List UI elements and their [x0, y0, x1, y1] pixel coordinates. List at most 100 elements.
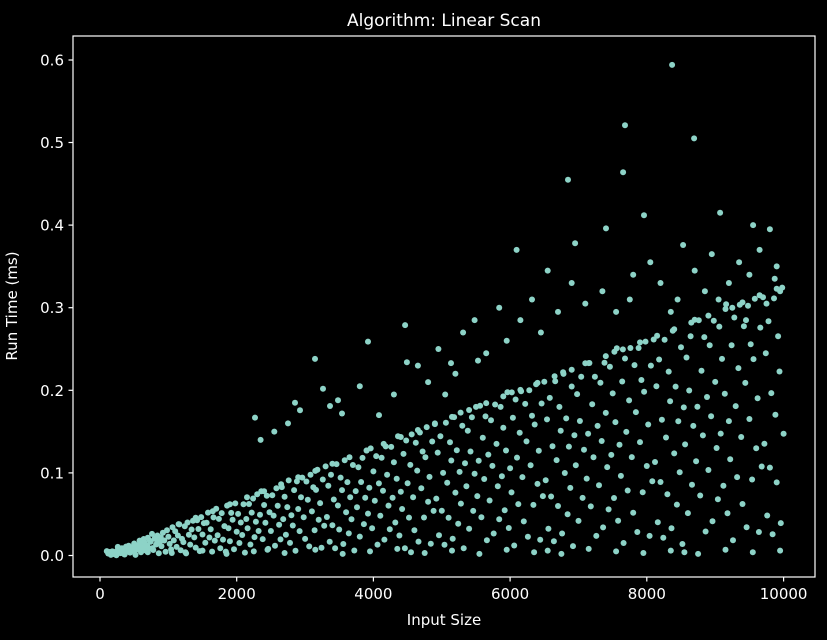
- scatter-point: [261, 502, 268, 508]
- scatter-point: [317, 500, 324, 507]
- scatter-point: [244, 525, 251, 532]
- scatter-point: [513, 246, 520, 253]
- scatter-point: [448, 360, 454, 367]
- x-tick-label: 0: [95, 585, 105, 603]
- scatter-point: [199, 531, 206, 538]
- scatter-point: [623, 428, 630, 435]
- scatter-point: [430, 507, 437, 514]
- scatter-point: [742, 379, 749, 386]
- scatter-point: [600, 524, 607, 531]
- scatter-point: [418, 485, 425, 492]
- scatter-point: [187, 541, 194, 548]
- scatter-point: [138, 544, 145, 551]
- scatter-point: [553, 457, 560, 464]
- scatter-point: [766, 464, 773, 471]
- scatter-point: [390, 391, 397, 398]
- scatter-point: [231, 546, 237, 553]
- scatter-point: [284, 504, 291, 511]
- scatter-point: [734, 474, 741, 481]
- scatter-point: [318, 544, 325, 551]
- scatter-point: [508, 489, 515, 496]
- scatter-point: [307, 471, 314, 478]
- scatter-point: [246, 501, 252, 507]
- scatter-point: [165, 533, 172, 540]
- scatter-point: [749, 549, 756, 556]
- y-tick-label: 0.2: [40, 382, 64, 400]
- scatter-point: [657, 280, 664, 286]
- scatter-point: [264, 546, 271, 553]
- scatter-point: [764, 512, 771, 519]
- scatter-point: [381, 536, 388, 543]
- scatter-point: [777, 288, 784, 295]
- scatter-point: [232, 500, 239, 507]
- scatter-point: [266, 509, 273, 516]
- scatter-point: [529, 412, 535, 419]
- scatter-point: [390, 459, 397, 466]
- scatter-point: [710, 317, 717, 324]
- scatter-point: [754, 395, 761, 402]
- scatter-point: [660, 534, 667, 541]
- scatter-point: [426, 473, 433, 480]
- scatter-point: [180, 539, 187, 546]
- scatter-point: [631, 362, 638, 369]
- scatter-point: [757, 324, 764, 331]
- scatter-point: [615, 517, 622, 524]
- y-tick-label: 0.5: [40, 134, 64, 152]
- scatter-point: [771, 275, 778, 282]
- scatter-point: [756, 246, 763, 253]
- scatter-point: [597, 379, 604, 386]
- scatter-point: [220, 536, 226, 543]
- scatter-point: [414, 467, 421, 474]
- scatter-point: [773, 263, 780, 270]
- scatter-point: [262, 519, 269, 526]
- scatter-point: [579, 494, 586, 501]
- scatter-point: [722, 306, 729, 312]
- scatter-point: [500, 424, 507, 431]
- scatter-point: [683, 354, 690, 361]
- y-axis-ticks: 0.0 0.1 0.2 0.3 0.4 0.5 0.6: [40, 52, 73, 565]
- scatter-point: [341, 457, 348, 464]
- scatter-point: [389, 494, 396, 501]
- scatter-point: [681, 549, 688, 556]
- scatter-point: [730, 537, 736, 544]
- scatter-point: [449, 547, 455, 554]
- scatter-point: [406, 514, 412, 521]
- scatter-point: [133, 546, 140, 553]
- scatter-point: [667, 398, 674, 405]
- scatter-point: [647, 259, 654, 266]
- scatter-point: [214, 532, 221, 539]
- scatter-point: [654, 332, 661, 339]
- scatter-point: [664, 491, 671, 498]
- scatter-point: [313, 486, 319, 493]
- scatter-point: [396, 532, 403, 539]
- scatter-point: [738, 434, 745, 440]
- scatter-point: [448, 457, 455, 464]
- scatter-point: [431, 420, 438, 427]
- scatter-point: [174, 532, 181, 539]
- scatter-point: [729, 304, 736, 311]
- scatter-point: [315, 516, 322, 523]
- scatter-point: [340, 541, 347, 547]
- scatter-point: [412, 439, 419, 446]
- scatter-point: [366, 484, 373, 491]
- scatter-point: [596, 482, 602, 489]
- scatter-point: [701, 288, 708, 295]
- scatter-point: [679, 541, 686, 547]
- scatter-point: [575, 517, 582, 524]
- scatter-point: [282, 531, 289, 538]
- scatter-point: [257, 511, 263, 518]
- scatter-point: [672, 383, 679, 390]
- scatter-point: [688, 319, 695, 326]
- scatter-point: [326, 538, 333, 545]
- scatter-point: [441, 541, 448, 548]
- scatter-point: [490, 530, 497, 537]
- scatter-point: [690, 422, 697, 429]
- scatter-point: [572, 240, 579, 247]
- scatter-point: [746, 416, 753, 422]
- scatter-point: [335, 397, 341, 404]
- scatter-point: [195, 526, 202, 532]
- scatter-point: [544, 416, 550, 423]
- scatter-point: [557, 427, 564, 434]
- scatter-point: [438, 507, 445, 514]
